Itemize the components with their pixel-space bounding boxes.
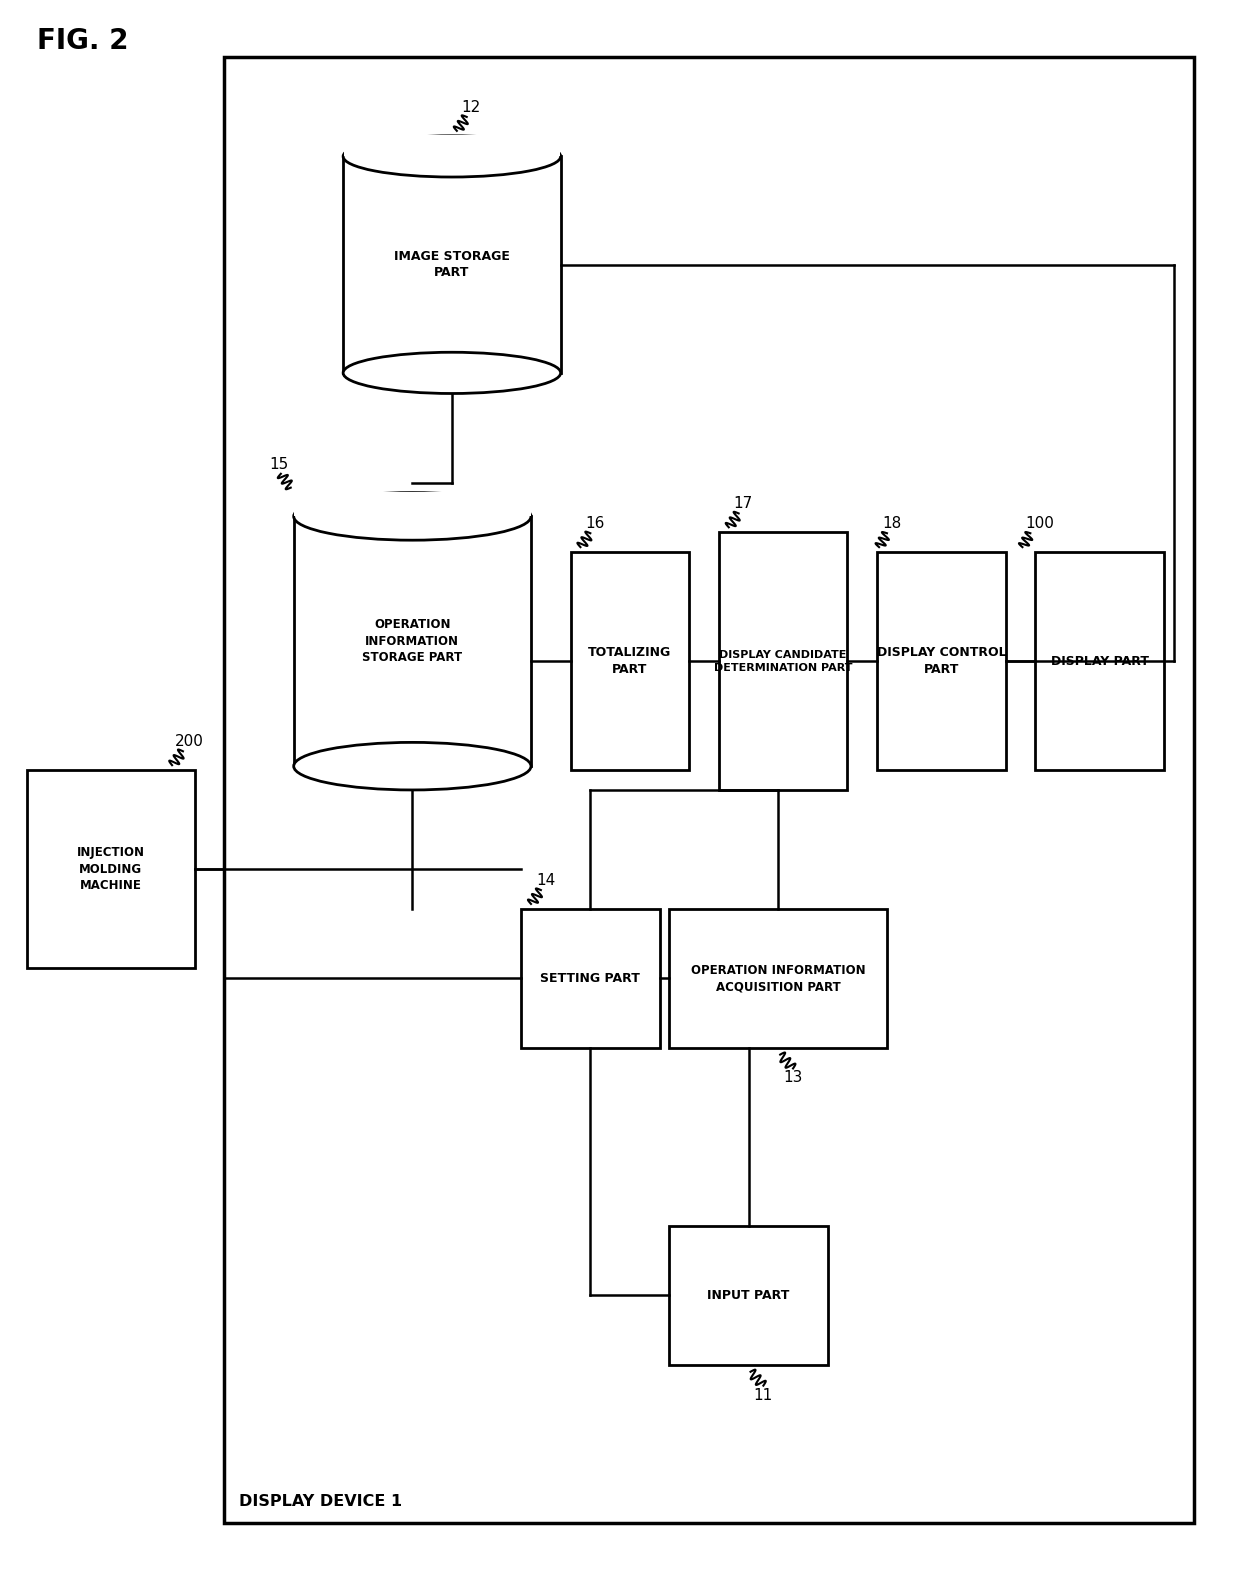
Bar — [570, 553, 689, 771]
Text: INPUT PART: INPUT PART — [707, 1289, 790, 1302]
Text: 17: 17 — [734, 496, 753, 512]
Text: OPERATION
INFORMATION
STORAGE PART: OPERATION INFORMATION STORAGE PART — [362, 619, 463, 664]
Text: OPERATION INFORMATION
ACQUISITION PART: OPERATION INFORMATION ACQUISITION PART — [691, 964, 866, 992]
Text: FIG. 2: FIG. 2 — [37, 27, 128, 55]
Bar — [294, 491, 531, 517]
Bar — [224, 57, 1194, 1523]
Text: 18: 18 — [882, 517, 901, 531]
Text: DISPLAY PART: DISPLAY PART — [1050, 655, 1148, 667]
Text: IMAGE STORAGE
PART: IMAGE STORAGE PART — [394, 250, 510, 279]
Text: 15: 15 — [269, 457, 289, 473]
Bar — [670, 909, 887, 1047]
Text: DISPLAY CONTROL
PART: DISPLAY CONTROL PART — [877, 647, 1006, 675]
Bar — [670, 1226, 827, 1364]
Ellipse shape — [343, 135, 560, 177]
Text: 11: 11 — [754, 1388, 773, 1402]
Bar — [521, 909, 660, 1047]
Bar — [343, 157, 560, 374]
Text: TOTALIZING
PART: TOTALIZING PART — [588, 647, 672, 675]
Text: INJECTION
MOLDING
MACHINE: INJECTION MOLDING MACHINE — [77, 846, 145, 892]
Bar — [27, 771, 195, 969]
Ellipse shape — [294, 493, 531, 540]
Text: 100: 100 — [1025, 517, 1054, 531]
Text: 13: 13 — [784, 1071, 802, 1085]
Ellipse shape — [294, 743, 531, 790]
Text: 12: 12 — [461, 100, 481, 115]
Bar — [877, 553, 1006, 771]
Text: DISPLAY DEVICE 1: DISPLAY DEVICE 1 — [239, 1493, 403, 1509]
Bar — [719, 532, 847, 790]
Text: DISPLAY CANDIDATE
DETERMINATION PART: DISPLAY CANDIDATE DETERMINATION PART — [714, 650, 852, 672]
Bar — [1035, 553, 1164, 771]
Bar — [343, 135, 560, 157]
Ellipse shape — [343, 352, 560, 394]
Text: SETTING PART: SETTING PART — [541, 972, 640, 984]
Text: 200: 200 — [175, 735, 203, 749]
Text: 14: 14 — [536, 873, 556, 889]
Text: 16: 16 — [585, 517, 605, 531]
Bar — [294, 517, 531, 766]
